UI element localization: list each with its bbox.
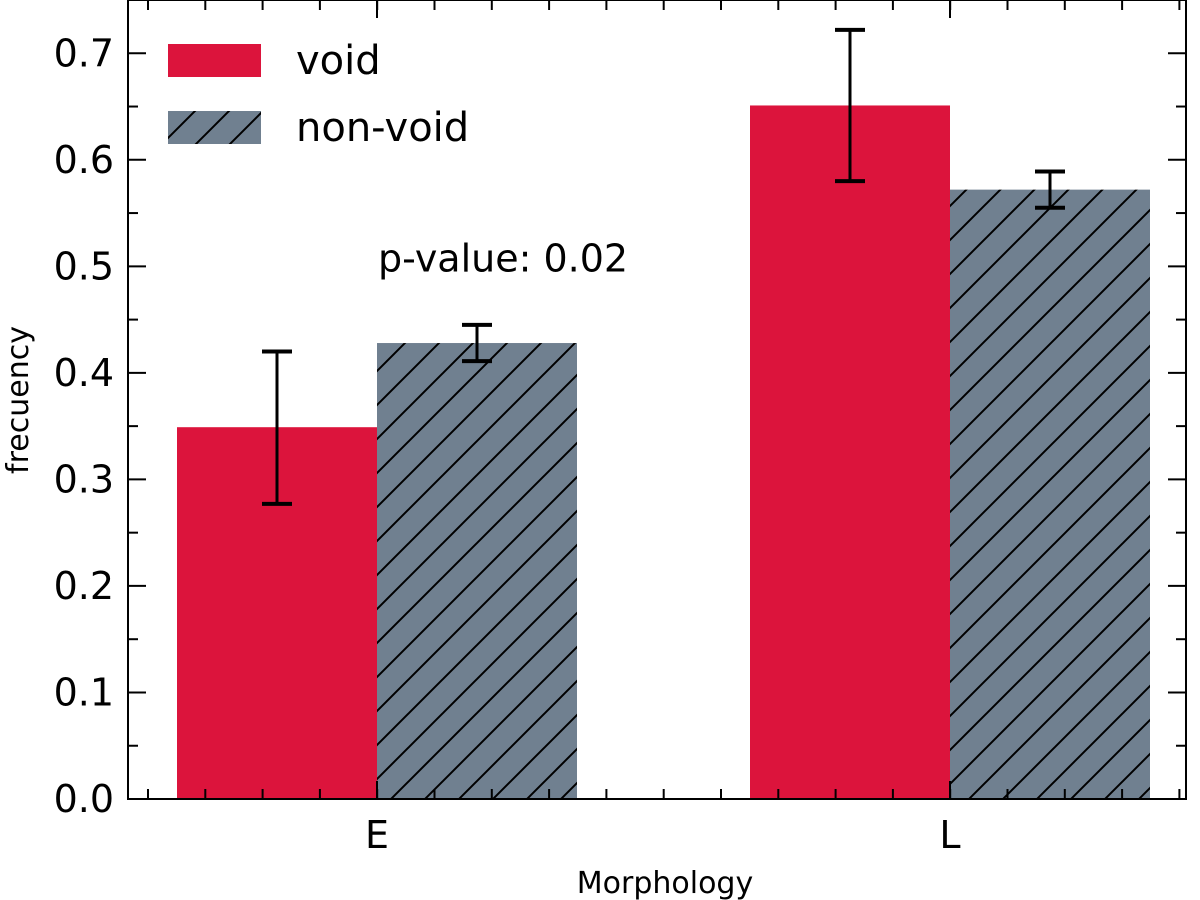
y-tick-label: 0.2 <box>54 564 114 608</box>
x-tick-label-E: E <box>365 813 389 857</box>
bar-non-void-E <box>377 343 577 799</box>
y-axis-label: frecuency <box>1 326 36 474</box>
legend: void non-void <box>168 38 469 151</box>
y-tick-label: 0.3 <box>54 457 114 501</box>
legend-label-non-void: non-void <box>296 105 469 151</box>
p-value-annotation: p-value: 0.02 <box>378 236 628 280</box>
x-axis-label: Morphology <box>577 866 753 900</box>
x-tick-label-L: L <box>939 813 960 857</box>
plot-frame <box>127 0 1187 800</box>
y-tick-label: 0.7 <box>54 31 114 75</box>
y-tick-label: 0.4 <box>54 351 114 395</box>
legend-swatch-non-void <box>168 111 261 144</box>
ticks-layer: 0.0 0.1 0.2 0.3 0.4 0.5 0.6 0.7 E L <box>54 0 1186 857</box>
bar-non-void-L <box>950 189 1150 799</box>
y-tick-label: 0.6 <box>54 138 114 182</box>
error-bars-layer <box>262 27 1065 506</box>
y-tick-label: 0.5 <box>54 244 114 288</box>
bar-void-L <box>750 105 950 799</box>
bars-layer <box>177 105 1150 799</box>
legend-swatch-void <box>168 44 261 77</box>
y-tick-label: 0.0 <box>54 777 114 821</box>
y-tick-label: 0.1 <box>54 670 114 714</box>
legend-label-void: void <box>296 38 381 84</box>
